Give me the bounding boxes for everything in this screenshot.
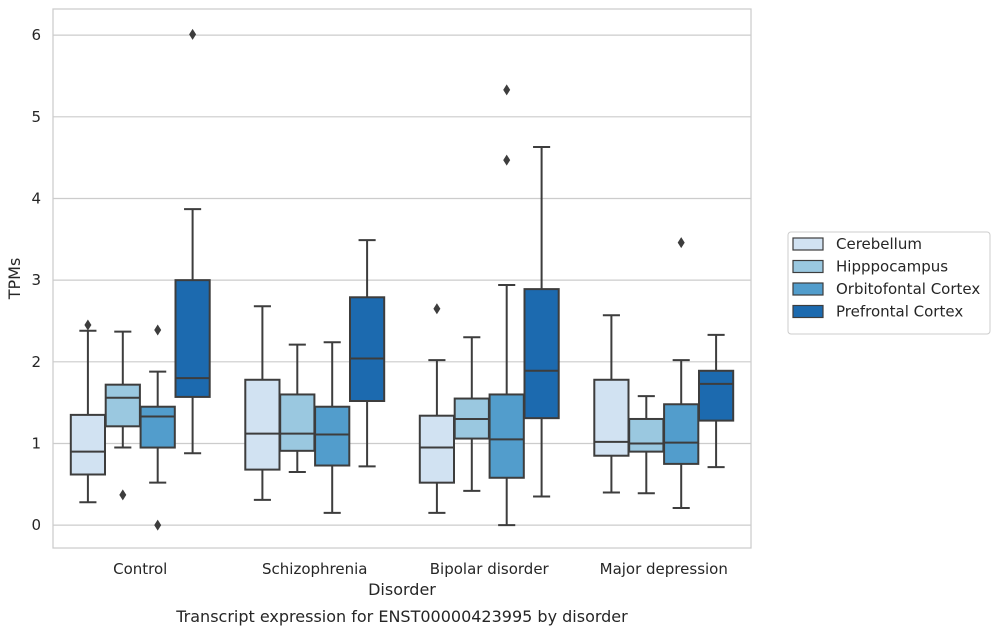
box-iqr <box>69 413 107 476</box>
box-prefrontal-cortex <box>174 28 211 455</box>
chart-caption: Transcript expression for ENST0000042399… <box>175 607 628 626</box>
y-axis-label: TPMs <box>5 258 24 301</box>
box-iqr <box>279 393 316 452</box>
legend-swatch <box>792 237 824 251</box>
box-iqr <box>593 378 630 457</box>
box-group <box>593 237 735 509</box>
y-tick-label: 3 <box>31 271 41 289</box>
box-cerebellum <box>593 314 630 494</box>
box-iqr <box>523 288 560 420</box>
legend-item: Cerebellum <box>792 235 922 253</box>
box-prefrontal-cortex <box>348 239 386 468</box>
box-groups <box>69 28 735 531</box>
x-tick-label: Schizophrenia <box>262 560 367 578</box>
box-iqr <box>697 369 735 422</box>
box-iqr <box>104 383 141 428</box>
box-iqr <box>488 393 525 479</box>
outlier-point <box>503 84 511 96</box>
box-group <box>418 84 560 527</box>
x-axis-label: Disorder <box>368 580 436 599</box>
outlier-point <box>433 303 441 315</box>
outlier-point <box>119 489 127 501</box>
outlier-point <box>677 237 685 249</box>
x-tick-label: Control <box>113 560 167 578</box>
legend-label: Cerebellum <box>836 235 922 253</box>
box-group <box>244 239 386 514</box>
x-tick-label: Bipolar disorder <box>430 560 550 578</box>
legend-swatch <box>792 304 824 319</box>
box-iqr <box>628 417 665 453</box>
outlier-point <box>154 324 162 336</box>
box-iqr <box>244 378 281 471</box>
legend-item: Prefrontal Cortex <box>792 303 963 321</box>
box-iqr <box>348 296 386 402</box>
y-tick-label: 5 <box>31 108 41 126</box>
box-orbitofontal-cortex <box>314 341 351 514</box>
legend-label: Orbitofontal Cortex <box>836 280 980 298</box>
box-prefrontal-cortex <box>523 146 560 498</box>
box-orbitofontal-cortex <box>663 237 700 509</box>
legend-item: Orbitofontal Cortex <box>792 280 980 298</box>
box-cerebellum <box>69 319 107 504</box>
box-iqr <box>663 403 700 465</box>
box-hipppocampus <box>279 343 316 474</box>
outlier-point <box>84 319 92 331</box>
box-cerebellum <box>418 303 456 514</box>
legend-label: Prefrontal Cortex <box>836 303 963 321</box>
box-hipppocampus <box>453 336 490 492</box>
outlier-point <box>154 519 162 531</box>
x-axis-ticks: Control Schizophrenia Bipolar disorder Majo… <box>113 560 728 578</box>
legend-frame <box>787 231 991 335</box>
legend-swatch <box>792 282 824 296</box>
legend-swatch <box>792 259 824 274</box>
box-hipppocampus <box>628 395 665 495</box>
y-axis-ticks: 0 1 2 3 4 5 6 <box>31 26 41 534</box>
legend-label: Hipppocampus <box>836 258 948 276</box>
legend: Cerebellum Hipppocampus Orbitofontal Corte… <box>787 231 991 335</box>
box-hipppocampus <box>104 330 141 501</box>
box-iqr <box>418 414 456 484</box>
outlier-point <box>503 154 511 166</box>
box-group <box>69 28 211 531</box>
y-tick-label: 4 <box>31 189 41 207</box>
legend-item: Hipppocampus <box>792 258 948 276</box>
x-tick-label: Major depression <box>600 560 728 578</box>
outlier-point <box>189 28 197 40</box>
box-iqr <box>314 405 351 467</box>
box-orbitofontal-cortex <box>139 324 176 531</box>
box-iqr <box>139 405 176 449</box>
box-cerebellum <box>244 305 281 501</box>
box-prefrontal-cortex <box>697 333 735 469</box>
y-tick-label: 1 <box>31 434 41 452</box>
box-orbitofontal-cortex <box>488 84 525 527</box>
y-tick-label: 2 <box>31 353 41 371</box>
plot-frame <box>52 8 752 549</box>
box-iqr <box>174 279 211 398</box>
y-tick-label: 6 <box>31 26 41 44</box>
y-tick-label: 0 <box>31 516 41 534</box>
